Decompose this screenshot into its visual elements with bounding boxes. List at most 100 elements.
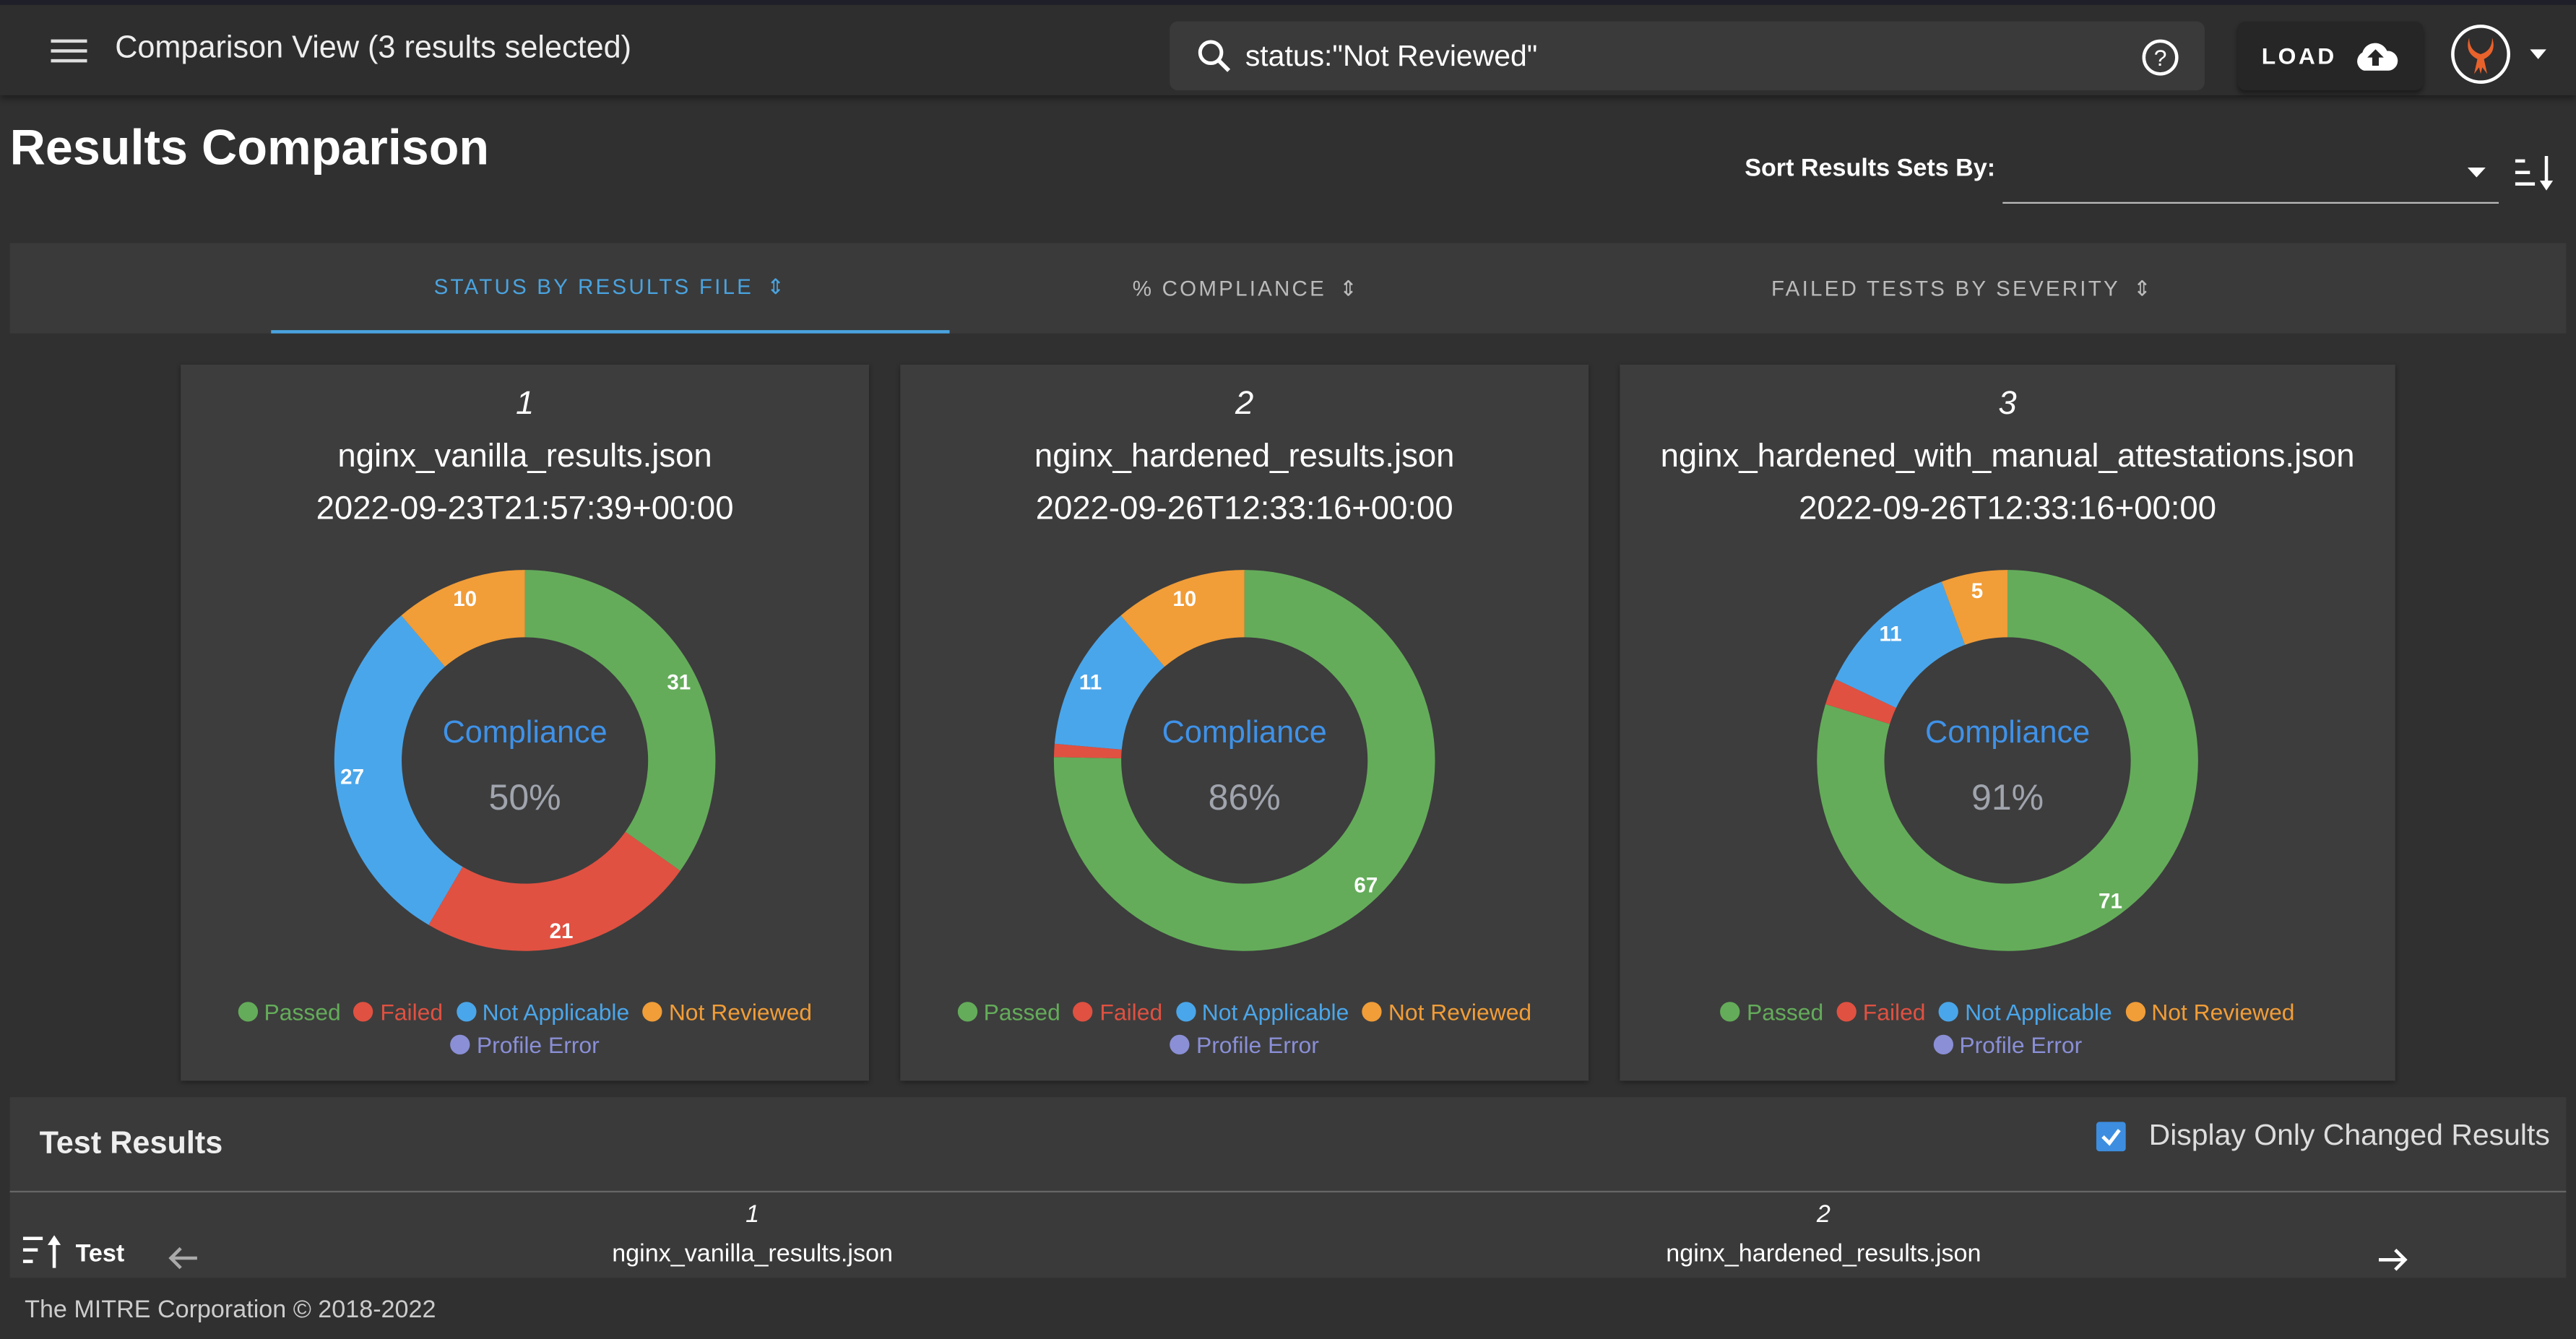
sort-select[interactable] [2002, 144, 2499, 204]
footer-copyright: The MITRE Corporation © 2018-2022 [25, 1296, 436, 1325]
legend-item-failed[interactable]: Failed [353, 995, 444, 1028]
donut-data-label: 11 [1879, 622, 1901, 646]
card-file-name: nginx_vanilla_results.json [337, 438, 712, 475]
legend-label: Passed [1747, 998, 1824, 1026]
donut-slice-failed[interactable] [1825, 679, 1896, 724]
display-changed-checkbox[interactable] [2096, 1122, 2126, 1152]
sort-ascending-icon[interactable] [22, 1234, 63, 1270]
legend-swatch [1175, 1002, 1196, 1022]
legend-item-not-applicable[interactable]: Not Applicable [1938, 995, 2112, 1028]
legend-label: Not Applicable [1201, 998, 1349, 1026]
search-field[interactable]: status:"Not Reviewed" ? [1170, 21, 2205, 91]
legend-label: Not Reviewed [1388, 998, 1532, 1026]
load-label: LOAD [2261, 43, 2337, 69]
legend-swatch [353, 1002, 374, 1022]
chart-legend: Passed Failed Not Applicable Not Reviewed Pr… [181, 995, 869, 1061]
card-file-name: nginx_hardened_results.json [1034, 438, 1455, 475]
compliance-label: Compliance [443, 715, 608, 750]
legend-item-not-applicable[interactable]: Not Applicable [1175, 995, 1349, 1028]
donut-slice-not-reviewed[interactable] [1120, 570, 1245, 667]
legend-label: Failed [1099, 998, 1163, 1026]
test-column-header[interactable]: Test [75, 1240, 125, 1268]
legend-label: Profile Error [476, 1031, 600, 1058]
tab-compliance[interactable]: % COMPLIANCE ⇕ [907, 243, 1585, 334]
legend-swatch [1362, 1002, 1382, 1022]
legend-swatch [1932, 1034, 1953, 1055]
legend-label: Failed [1862, 998, 1926, 1026]
column-index: 2 [1816, 1200, 1831, 1229]
legend-item-not-reviewed[interactable]: Not Reviewed [1362, 995, 1532, 1028]
legend-item-passed[interactable]: Passed [957, 995, 1060, 1028]
card-index: 3 [1998, 386, 2017, 422]
column-file-name: nginx_hardened_results.json [1666, 1240, 1981, 1268]
tab-status-by-results-file[interactable]: STATUS BY RESULTS FILE ⇕ [271, 243, 950, 334]
legend-label: Failed [380, 998, 444, 1026]
user-avatar[interactable] [2450, 23, 2512, 85]
donut-data-label: 31 [667, 670, 691, 694]
donut-slice-passed[interactable] [1817, 570, 2198, 951]
legend-item-passed[interactable]: Passed [238, 995, 341, 1028]
column-file-name: nginx_vanilla_results.json [612, 1240, 893, 1268]
legend-swatch [1836, 1002, 1857, 1022]
menu-icon[interactable] [51, 38, 87, 64]
donut-data-label: 10 [453, 587, 477, 611]
donut-slice-not-reviewed[interactable] [1941, 570, 2008, 645]
donut-data-label: 71 [2099, 889, 2122, 913]
donut-slice-failed[interactable] [428, 831, 680, 951]
donut-slice-passed[interactable] [1053, 570, 1435, 951]
card-file-name: nginx_hardened_with_manual_attestations.… [1660, 438, 2355, 475]
sort-descending-icon[interactable] [2515, 156, 2555, 192]
display-changed-label[interactable]: Display Only Changed Results [2148, 1118, 2550, 1152]
cloud-upload-icon [2357, 43, 2398, 71]
donut-data-label: 10 [1172, 587, 1196, 611]
legend-label: Not Applicable [1965, 998, 2112, 1026]
donut-slice-failed[interactable] [1053, 743, 1122, 758]
arrow-left-icon[interactable] [166, 1245, 199, 1271]
donut-slice-passed[interactable] [524, 570, 716, 871]
divider [9, 1190, 2567, 1193]
card-date: 2022-09-23T21:57:39+00:00 [316, 490, 734, 528]
chevron-down-icon [2467, 167, 2486, 178]
compliance-value: 86% [1209, 777, 1281, 818]
legend-item-profile-error[interactable]: Profile Error [450, 1028, 600, 1061]
legend-item-not-reviewed[interactable]: Not Reviewed [2125, 995, 2295, 1028]
search-input[interactable]: status:"Not Reviewed" [1245, 39, 1538, 73]
legend-item-failed[interactable]: Failed [1073, 995, 1162, 1028]
donut-slice-not-reviewed[interactable] [401, 570, 525, 667]
legend-swatch [1073, 1002, 1094, 1022]
legend-swatch [957, 1002, 977, 1022]
legend-item-not-reviewed[interactable]: Not Reviewed [642, 995, 812, 1028]
legend-swatch [238, 1002, 258, 1022]
legend-label: Not Reviewed [668, 998, 813, 1026]
arrow-right-icon[interactable] [2377, 1247, 2410, 1273]
legend-item-profile-error[interactable]: Profile Error [1932, 1028, 2083, 1061]
donut-slice-not-applicable[interactable] [1054, 615, 1165, 750]
legend-item-failed[interactable]: Failed [1836, 995, 1926, 1028]
legend-swatch [456, 1002, 476, 1022]
card-date: 2022-09-26T12:33:16+00:00 [1799, 490, 2217, 528]
status-donut-chart: 67 11 10 Compliance 86% [1053, 570, 1435, 951]
help-icon[interactable]: ? [2140, 38, 2180, 77]
compliance-value: 50% [489, 777, 561, 818]
legend-swatch [1938, 1002, 1959, 1022]
legend-item-profile-error[interactable]: Profile Error [1170, 1028, 1319, 1061]
legend-label: Profile Error [1959, 1031, 2083, 1058]
legend-swatch [450, 1034, 470, 1055]
donut-data-label: 11 [1079, 670, 1102, 694]
donut-slice-not-applicable[interactable] [334, 615, 463, 925]
legend-item-passed[interactable]: Passed [1720, 995, 1824, 1028]
donut-slice-not-applicable[interactable] [1835, 581, 1966, 708]
account-dropdown-icon[interactable] [2530, 49, 2547, 59]
legend-label: Passed [264, 998, 341, 1026]
legend-item-not-applicable[interactable]: Not Applicable [456, 995, 629, 1028]
page-title: Results Comparison [9, 121, 490, 176]
sort-toggle-icon: ⇕ [1339, 274, 1360, 300]
load-button[interactable]: LOAD [2237, 21, 2424, 91]
legend-label: Not Reviewed [2151, 998, 2295, 1026]
donut-data-label: 5 [1971, 579, 1983, 603]
status-donut-chart: 71 11 5 Compliance 91% [1817, 570, 2198, 951]
tab-failed-tests-by-severity[interactable]: FAILED TESTS BY SEVERITY ⇕ [1623, 243, 2301, 334]
donut-data-label: 27 [340, 765, 364, 789]
card-index: 1 [515, 386, 535, 422]
tab-label: STATUS BY RESULTS FILE [433, 274, 754, 299]
